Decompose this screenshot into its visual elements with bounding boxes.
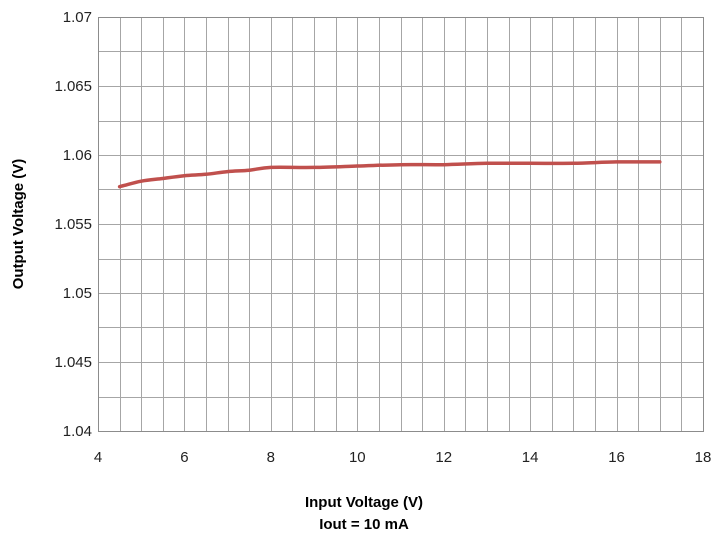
x-axis-subtitle: Iout = 10 mA bbox=[319, 516, 409, 533]
y-tick-label: 1.065 bbox=[54, 78, 92, 95]
y-tick-label: 1.04 bbox=[63, 423, 92, 440]
y-tick-label: 1.06 bbox=[63, 147, 92, 164]
y-tick-label: 1.05 bbox=[63, 285, 92, 302]
plot-area-frame bbox=[98, 17, 704, 432]
series-layer bbox=[117, 160, 662, 189]
output-voltage-series-line bbox=[117, 160, 662, 189]
x-tick-label: 18 bbox=[695, 449, 712, 466]
x-tick-label: 14 bbox=[522, 449, 539, 466]
y-tick-label: 1.045 bbox=[54, 354, 92, 371]
x-tick-label: 12 bbox=[435, 449, 452, 466]
x-tick-label: 10 bbox=[349, 449, 366, 466]
y-axis-ticks: 1.04 1.045 1.05 1.055 1.06 1.065 1.07 bbox=[54, 9, 92, 440]
x-tick-label: 4 bbox=[94, 449, 102, 466]
y-tick-label: 1.055 bbox=[54, 216, 92, 233]
grid bbox=[98, 17, 703, 431]
x-tick-label: 6 bbox=[180, 449, 188, 466]
x-axis-title: Input Voltage (V) bbox=[305, 494, 423, 511]
x-tick-label: 8 bbox=[267, 449, 275, 466]
y-tick-label: 1.07 bbox=[63, 9, 92, 26]
y-axis-title: Output Voltage (V) bbox=[10, 159, 27, 290]
x-axis-ticks: 4 6 8 10 12 14 16 18 bbox=[94, 449, 712, 466]
x-tick-label: 16 bbox=[608, 449, 625, 466]
